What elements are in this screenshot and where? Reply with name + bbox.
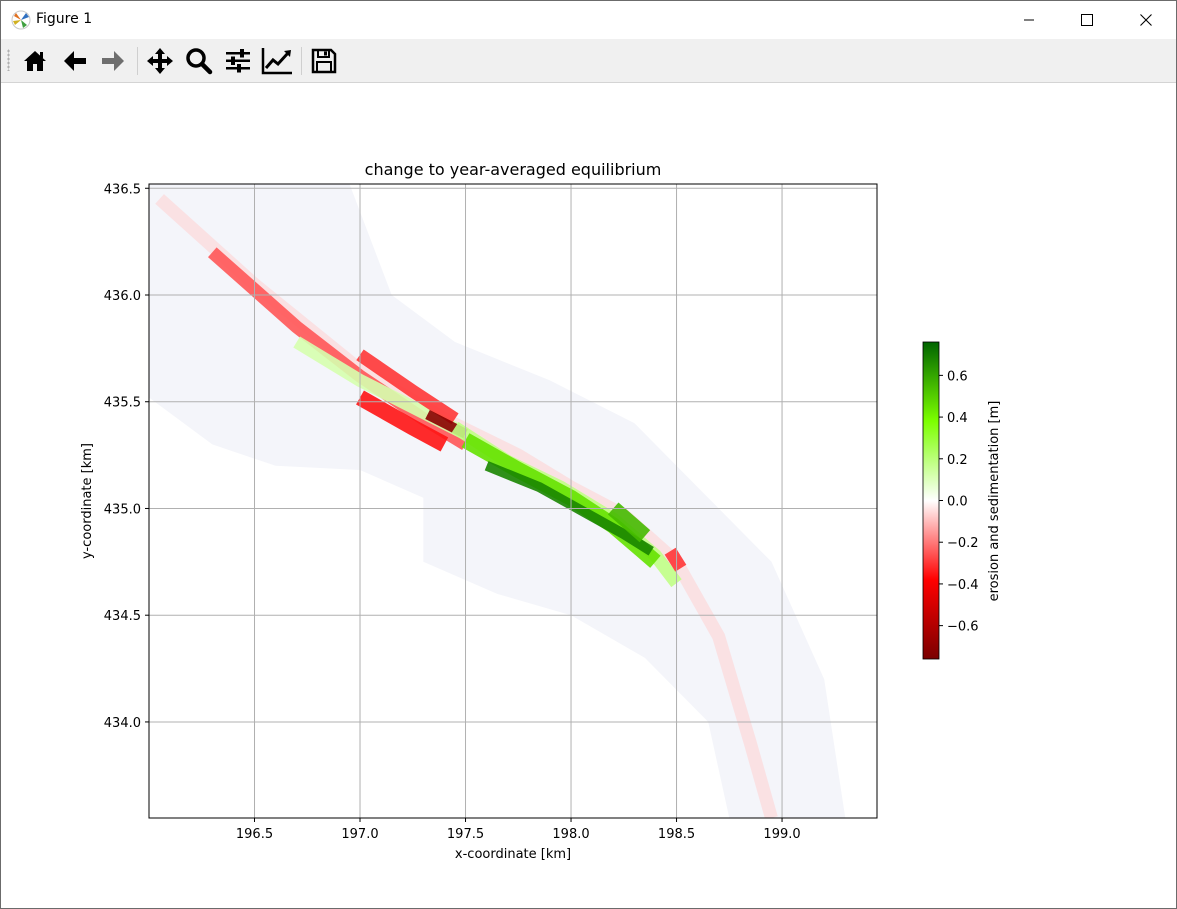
home-button[interactable]	[19, 45, 51, 77]
x-tick-label: 198.0	[552, 827, 589, 842]
x-axis-ticks: 196.5 197.0 197.5 198.0 198.5 199.0	[236, 818, 801, 842]
field-band	[484, 461, 654, 556]
colorbar-tick-label: 0.4	[947, 411, 968, 426]
close-button[interactable]	[1117, 1, 1175, 39]
toolbar-separator	[137, 47, 138, 75]
floppy-disk-icon	[311, 48, 337, 74]
x-tick-label: 198.5	[658, 827, 695, 842]
home-icon	[24, 51, 46, 71]
zoom-button[interactable]	[183, 45, 215, 77]
sliders-icon	[226, 49, 250, 73]
toolbar-separator	[301, 47, 302, 75]
back-button[interactable]	[59, 45, 91, 77]
axes-frame	[148, 183, 878, 819]
y-tick-label: 434.0	[104, 716, 141, 731]
magnifier-icon	[186, 48, 213, 75]
colorbar-label: erosion and sedimentation [m]	[987, 401, 1002, 602]
colorbar-ticks: 0.6 0.4 0.2 0.0 −0.2 −0.4 −0.6	[939, 369, 979, 635]
colorbar-tick-label: −0.6	[947, 620, 979, 635]
minimize-icon	[1024, 19, 1034, 21]
maximize-icon	[1081, 14, 1093, 26]
y-tick-label: 434.5	[104, 609, 141, 624]
colorbar-tick-label: −0.2	[947, 536, 979, 551]
chart-title: change to year-averaged equilibrium	[365, 160, 662, 179]
field-band	[356, 390, 449, 452]
pan-button[interactable]	[144, 45, 176, 77]
arrow-right-icon	[102, 51, 124, 71]
plot-figure: change to year-averaged equilibrium 196.…	[80, 160, 1002, 862]
colorbar-tick-label: −0.4	[947, 578, 979, 593]
window-title: Figure 1	[36, 11, 93, 27]
configure-subplots-button[interactable]	[222, 45, 254, 77]
field-band	[356, 349, 459, 425]
y-tick-label: 435.0	[104, 502, 141, 517]
forward-button[interactable]	[97, 45, 129, 77]
colorbar-tick-label: 0.6	[947, 369, 968, 384]
move-icon	[147, 48, 173, 74]
y-tick-label: 435.5	[104, 396, 141, 411]
x-tick-label: 197.0	[341, 827, 378, 842]
maximize-button[interactable]	[1058, 1, 1116, 39]
field-band	[664, 547, 687, 572]
y-tick-label: 436.5	[104, 182, 141, 197]
x-axis-label: x-coordinate [km]	[455, 847, 571, 862]
colorbar	[922, 341, 940, 660]
colorbar-tick-label: 0.0	[947, 495, 968, 510]
navigation-toolbar	[1, 39, 1176, 83]
toolbar-grip[interactable]	[7, 49, 10, 71]
minimize-button[interactable]	[1000, 1, 1058, 39]
figure-canvas[interactable]: change to year-averaged equilibrium 196.…	[1, 83, 1176, 908]
y-axis-ticks: 434.0 434.5 435.0 435.5 436.0 436.5	[104, 182, 149, 731]
grid-lines	[149, 184, 877, 818]
close-icon	[1140, 14, 1152, 26]
y-axis-label: y-coordinate [km]	[80, 443, 95, 559]
save-button[interactable]	[308, 45, 340, 77]
line-chart-icon	[261, 48, 292, 75]
colorbar-tick-label: 0.2	[947, 453, 968, 468]
x-tick-label: 196.5	[236, 827, 273, 842]
x-tick-label: 199.0	[763, 827, 800, 842]
plot-area	[149, 184, 846, 818]
matplotlib-app-icon	[11, 10, 31, 30]
title-bar[interactable]: Figure 1	[1, 1, 1176, 39]
edit-axis-button[interactable]	[261, 45, 293, 77]
y-tick-label: 436.0	[104, 289, 141, 304]
x-tick-label: 197.5	[447, 827, 484, 842]
field-band	[607, 502, 651, 543]
arrow-left-icon	[64, 51, 86, 71]
